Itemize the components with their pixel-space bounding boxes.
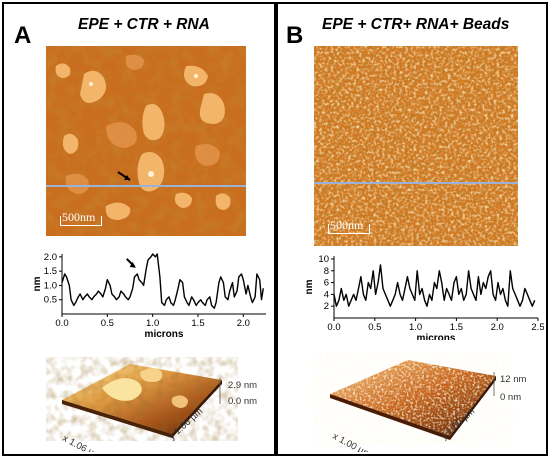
panel-a-scale-label: 500nm (62, 210, 96, 224)
panel-b-x-axis-title: microns (417, 333, 456, 340)
panel-a-z-top-label: 2.9 nm (228, 380, 257, 391)
panel-a-scan-line (46, 185, 246, 187)
panel-a-x-tick-label: 1.5 (191, 318, 204, 329)
panel-a-x-tick-label: 1.0 (146, 318, 159, 329)
panel-b-z-top-label: 12 nm (500, 374, 526, 385)
panel-b-z-bottom-label: 0 nm (500, 392, 521, 403)
panel-b-profile-line (333, 264, 536, 307)
panel-a-x-tick-label: 0.0 (55, 318, 68, 329)
panel-b-x-tick-label: 1.5 (450, 322, 463, 333)
panel-a-x-axis-label: x 1.06 µm (61, 433, 103, 452)
panel-a-profile-arrowhead (129, 261, 136, 268)
panel-b-x-tick-label: 2.0 (491, 322, 504, 333)
panel-b: B EPE + CTR+ RNA+ Beads (276, 2, 548, 456)
panel-b-surface-body (330, 360, 496, 440)
panel-b-y-tick-label: 8 (324, 266, 329, 277)
panel-b-x-tick-label: 1.0 (409, 322, 422, 333)
panel-b-scale-label: 500nm (330, 218, 364, 232)
panel-a-scale-bar (60, 216, 102, 226)
panel-b-x-tick-label: 0.0 (327, 322, 340, 333)
panel-b-3d-surface: 12 nm 0 nm x 1.00 µm y 1.00 µm (330, 360, 526, 452)
panel-a-x-axis-title: microns (145, 329, 184, 340)
panel-b-y-tick-label: 6 (324, 278, 329, 289)
panel-a-y-axis-title: nm (32, 276, 43, 291)
panel-b-y-tick-label: 2 (324, 301, 329, 312)
panel-a-image-arrow (117, 171, 131, 181)
panel-b-x-axis-label: x 1.00 µm (331, 431, 373, 452)
panel-a-x-tick-label: 2.0 (237, 318, 250, 329)
panel-a-y-tick-label: 1.0 (44, 280, 57, 291)
panel-a: A EPE + CTR + RNA (2, 2, 276, 456)
panel-a-letter: A (14, 22, 32, 49)
panel-b-afm-texture (314, 46, 518, 246)
panel-a-profile-chart: 0.5 1.0 1.5 2.0 0.0 0.5 1.0 1.5 2.0 microns nm (32, 252, 266, 340)
panel-a-y-tick-label: 1.5 (44, 266, 57, 277)
panel-b-letter: B (286, 22, 304, 49)
panel-b-scan-line (314, 182, 518, 184)
panel-a-surface-body (62, 364, 222, 438)
panel-a-profile-line (61, 253, 264, 309)
panel-b-scale-bar (328, 224, 370, 234)
panel-b-y-tick-label: 4 (324, 289, 329, 300)
panel-a-title: EPE + CTR + RNA (78, 16, 210, 33)
panel-b-y-axis-title: nm (304, 279, 315, 294)
panel-a-y-tick-label: 2.0 (44, 252, 57, 263)
panel-b-x-tick-label: 2.5 (531, 322, 544, 333)
panel-a-3d-surface: 2.9 nm 0.0 nm x 1.06 µm y 1.06 µm (61, 364, 257, 452)
panel-b-y-tick-label: 10 (318, 254, 329, 265)
panel-b-x-tick-label: 0.5 (368, 322, 381, 333)
panel-a-afm-texture (46, 46, 246, 236)
panel-a-afm-image: 500nm (46, 46, 246, 236)
panel-a-x-tick-label: 0.5 (101, 318, 114, 329)
panel-b-title: EPE + CTR+ RNA+ Beads (322, 16, 510, 33)
panel-a-y-tick-label: 0.5 (44, 295, 57, 306)
panel-a-z-bottom-label: 0.0 nm (228, 396, 257, 407)
panel-b-afm-image: 500nm (314, 46, 518, 246)
